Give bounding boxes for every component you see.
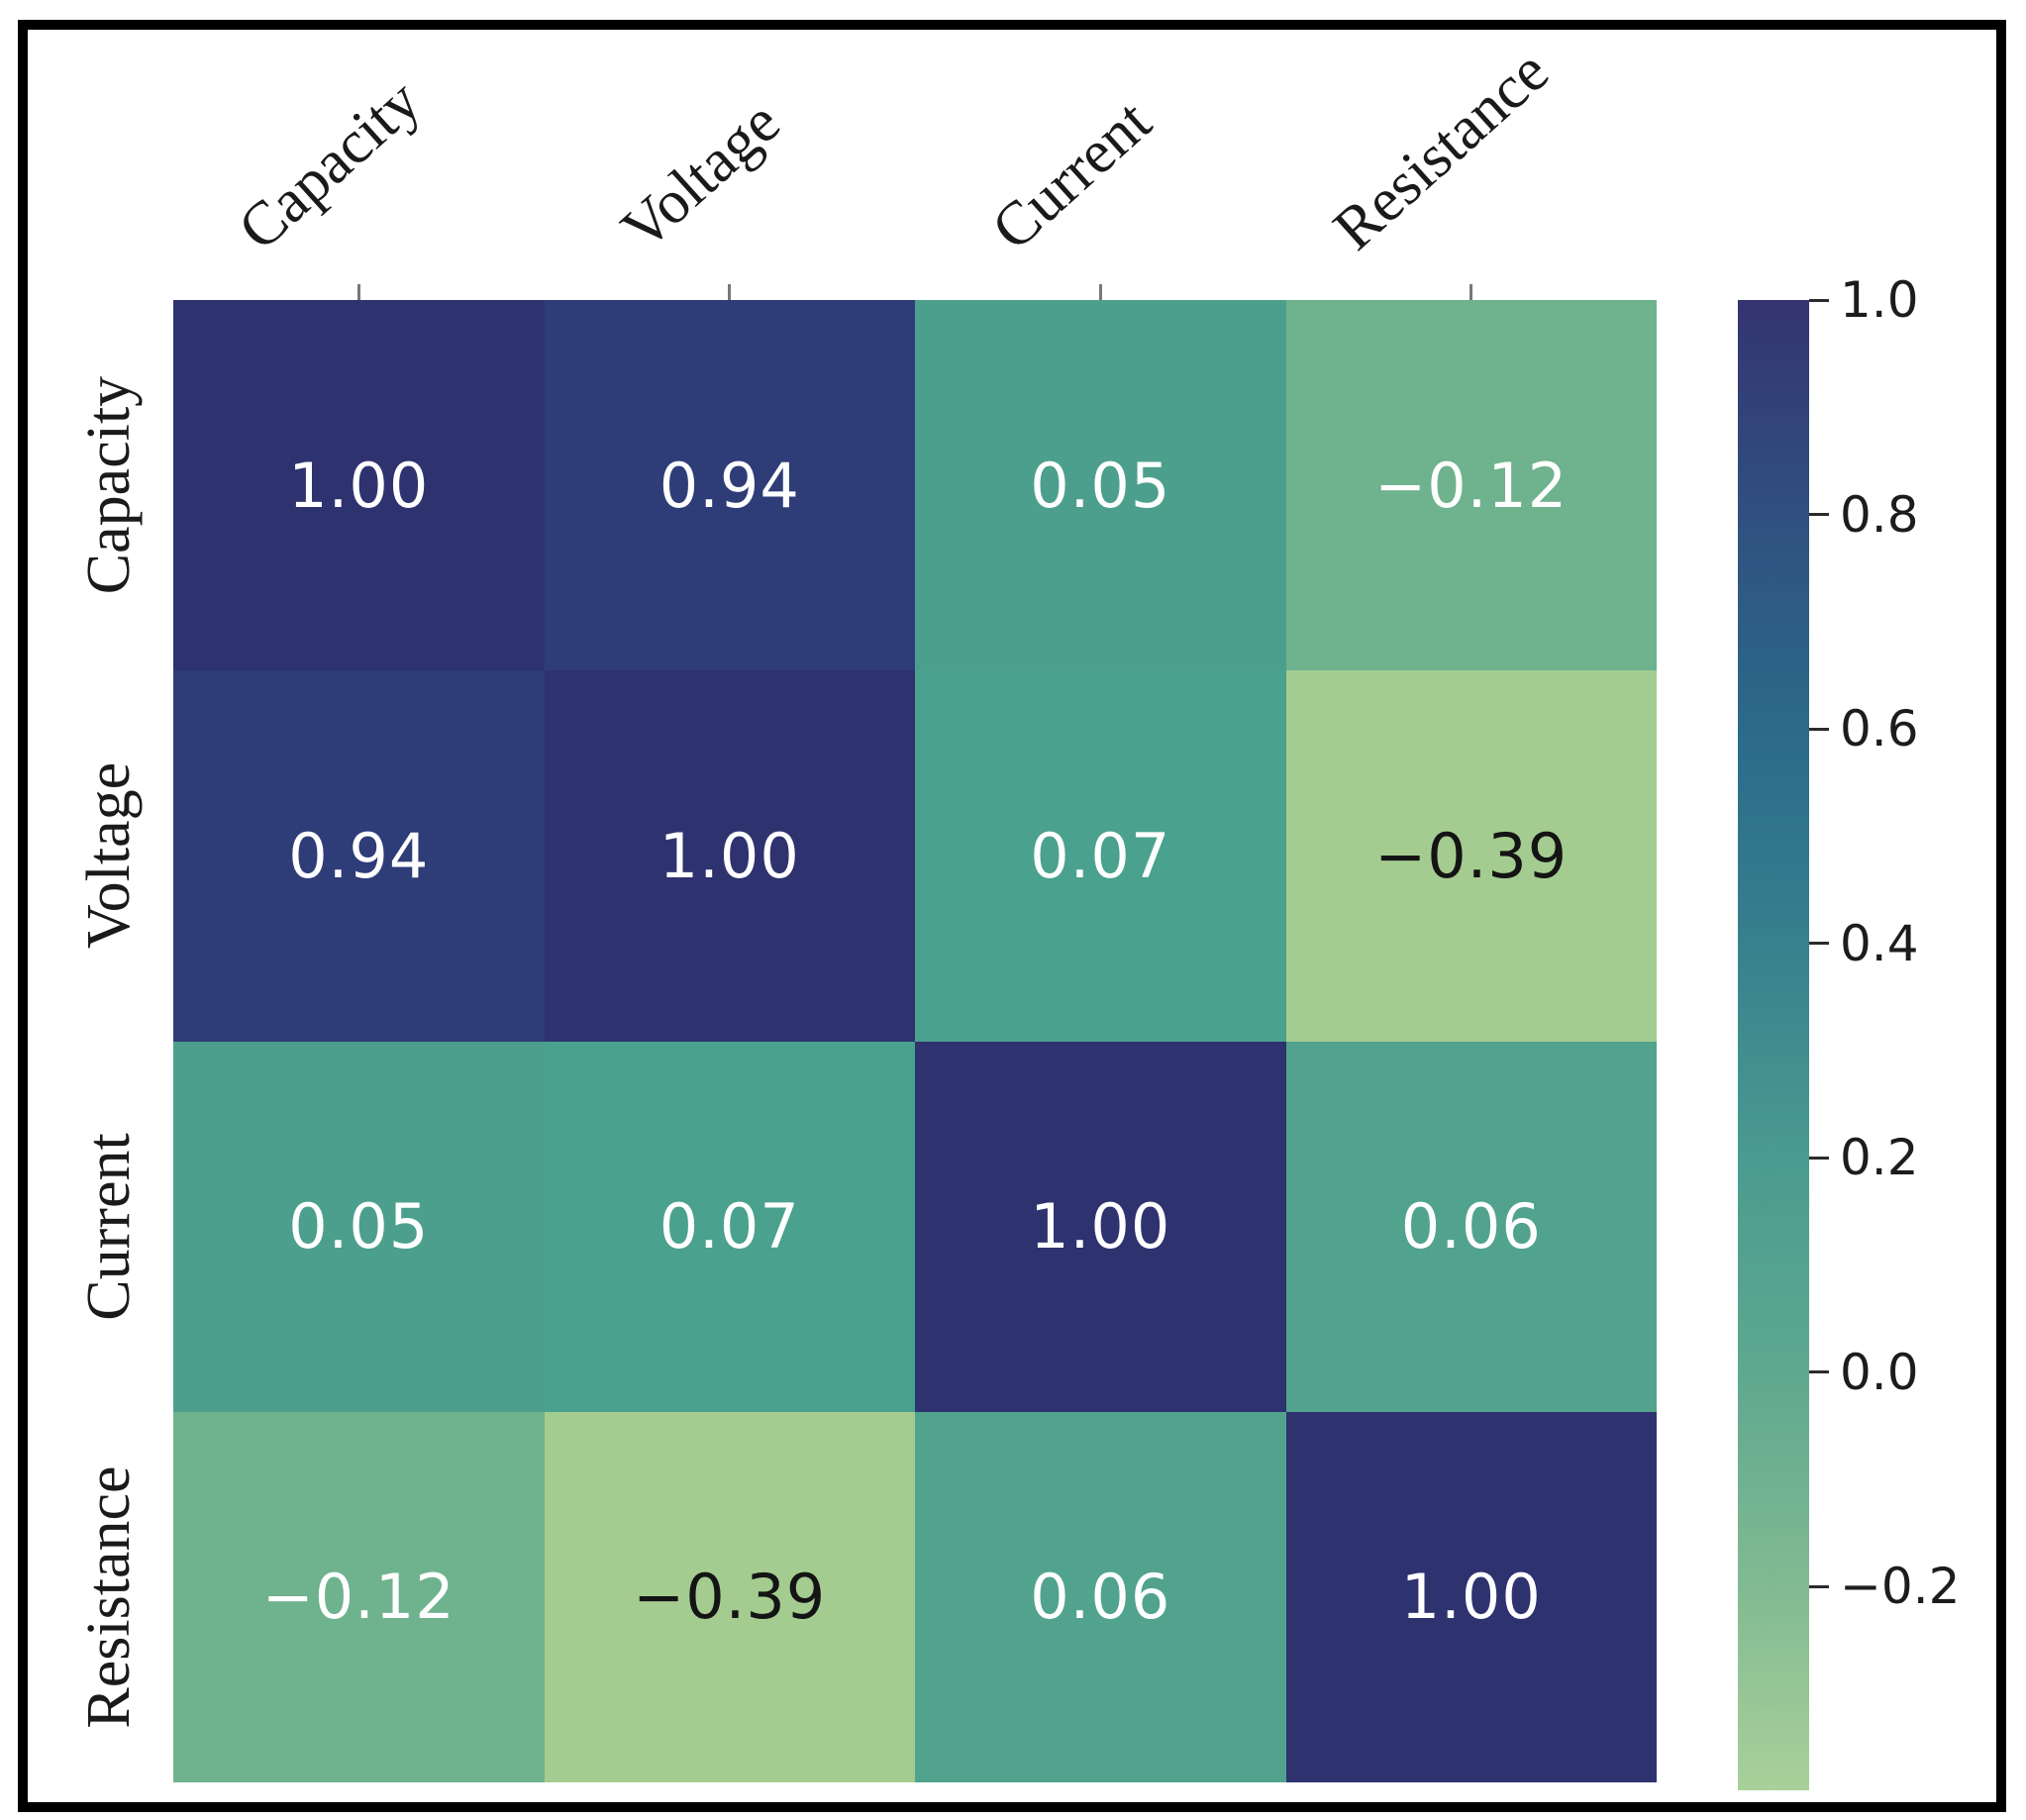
colorbar-tick-label: 0.2 [1840,1129,1919,1187]
colorbar-tick-label: 0.0 [1840,1343,1919,1401]
colorbar-tick-label: 0.4 [1840,914,1919,972]
colorbar-tick [1809,1370,1829,1374]
heatmap-cell: −0.12 [1285,300,1657,671]
y-axis-label-text: Current [75,1132,143,1321]
colorbar-tick-label: 0.6 [1840,700,1919,758]
colorbar-tick [1809,298,1829,302]
heatmap-cell: 1.00 [1285,1411,1657,1782]
heatmap-cell: 0.05 [173,1041,545,1412]
figure-border [18,20,2006,1812]
heatmap-cell: 1.00 [915,1041,1286,1412]
y-axis-label-text: Resistance [75,1466,143,1729]
colorbar [1738,300,1809,1790]
heatmap-cell: 1.00 [544,670,915,1042]
cell-value: 0.94 [658,449,800,522]
colorbar-tick [1809,1584,1829,1588]
cell-value: 0.07 [658,1190,800,1264]
cell-value: 1.00 [658,819,800,892]
heatmap-cell: 0.94 [173,670,545,1042]
x-axis-tick [1469,284,1473,300]
cell-value: −0.39 [633,1561,827,1634]
cell-value: 0.05 [288,1190,430,1264]
heatmap-cell: −0.12 [173,1411,545,1782]
x-axis-tick [1098,284,1102,300]
colorbar-tick-label: −0.2 [1840,1558,1961,1616]
cell-value: 1.00 [288,449,430,522]
cell-value: −0.39 [1374,819,1569,892]
cell-value: 0.06 [1030,1561,1171,1634]
cell-value: 0.07 [1030,819,1171,892]
heatmap-cell: 0.94 [544,300,915,671]
colorbar-tick [1809,942,1829,946]
cell-value: −0.12 [261,1561,456,1634]
cell-value: 0.06 [1400,1190,1542,1264]
heatmap-cell: 0.05 [915,300,1286,671]
colorbar-tick [1809,513,1829,517]
heatmap-cell: 0.07 [544,1041,915,1412]
colorbar-tick-label: 1.0 [1840,271,1919,329]
heatmap-cell: 0.06 [915,1411,1286,1782]
colorbar-tick-label: 0.8 [1840,485,1919,544]
heatmap-cell: 0.06 [1285,1041,1657,1412]
y-axis-label-text: Voltage [75,762,143,950]
cell-value: 0.05 [1030,449,1171,522]
cell-value: 0.94 [288,819,430,892]
cell-value: −0.12 [1374,449,1569,522]
colorbar-tick [1809,1156,1829,1160]
x-axis-tick [728,284,732,300]
cell-value: 1.00 [1030,1190,1171,1264]
heatmap-cell: −0.39 [1285,670,1657,1042]
heatmap-cell: 1.00 [173,300,545,671]
heatmap-cell: −0.39 [544,1411,915,1782]
y-axis-label-text: Capacity [75,375,143,595]
heatmap-grid: 1.00 0.94 0.05 −0.12 0.94 1.00 0.07 −0.39 0.05 0.… [173,300,1657,1782]
heatmap-cell: 0.07 [915,670,1286,1042]
cell-value: 1.00 [1400,1561,1542,1634]
colorbar-tick [1809,727,1829,731]
x-axis-tick [356,284,360,300]
